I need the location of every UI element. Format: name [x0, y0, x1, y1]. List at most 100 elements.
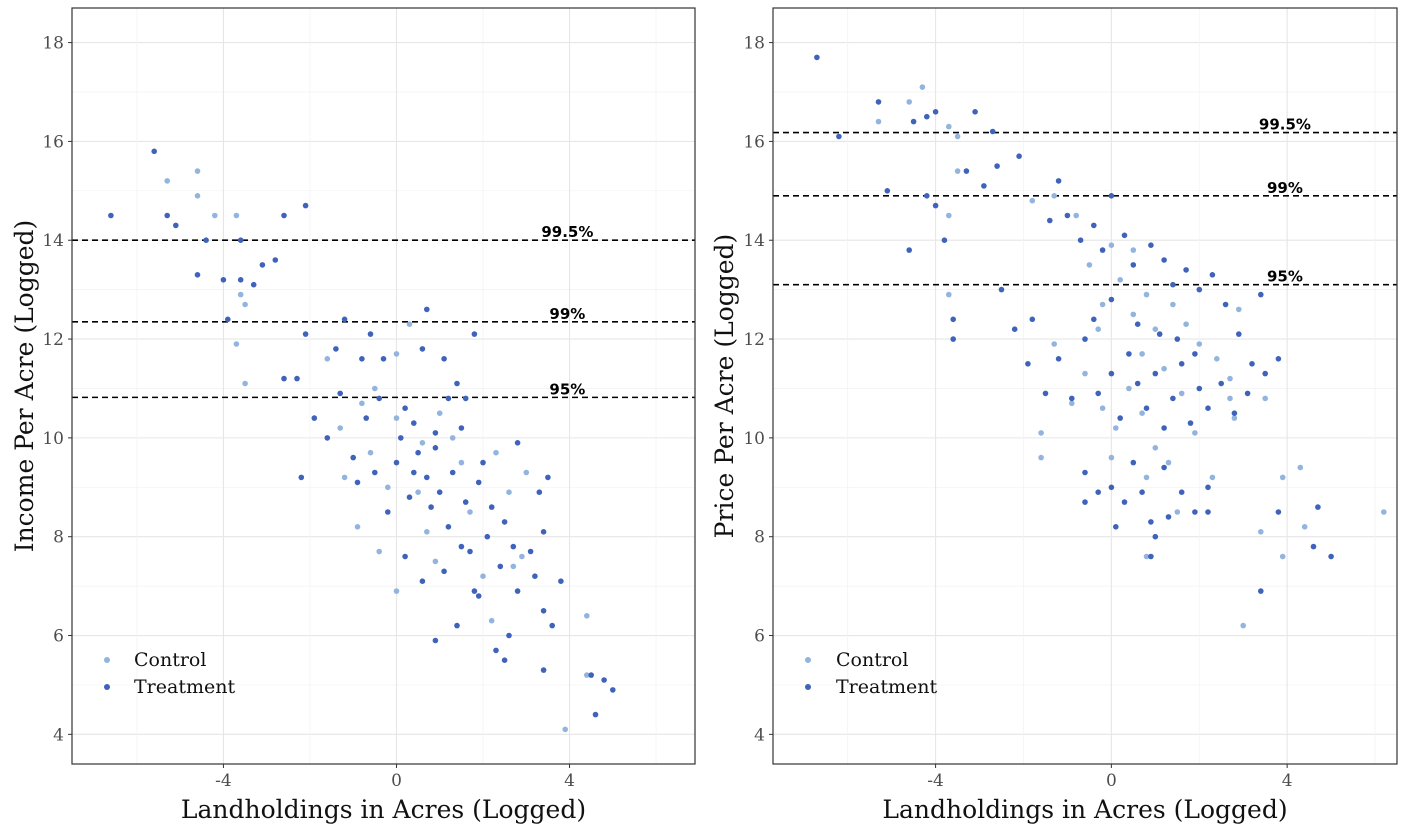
x-tick-label: -4 — [215, 771, 232, 791]
point-treatment — [1275, 356, 1282, 362]
point-control — [432, 558, 439, 565]
point-treatment — [588, 672, 594, 678]
reference-line-label: 95% — [549, 380, 585, 398]
point-treatment — [875, 99, 882, 105]
point-treatment — [924, 193, 930, 199]
point-treatment — [484, 533, 491, 540]
point-treatment — [250, 281, 257, 288]
point-treatment — [527, 548, 534, 555]
point-control — [1130, 311, 1137, 318]
point-treatment — [989, 128, 996, 135]
point-control — [212, 212, 218, 219]
y-tick-label: 14 — [42, 231, 64, 251]
point-treatment — [302, 331, 309, 337]
point-control — [436, 410, 443, 417]
point-treatment — [1152, 370, 1159, 377]
point-control — [1152, 445, 1159, 451]
point-treatment — [1310, 543, 1317, 550]
legend-swatch-control — [805, 657, 811, 663]
point-treatment — [549, 622, 555, 629]
point-control — [1178, 390, 1185, 397]
point-treatment — [1099, 247, 1106, 253]
point-control — [359, 400, 365, 407]
x-tick-label: 4 — [564, 771, 575, 791]
point-control — [367, 449, 374, 456]
point-control — [1099, 301, 1106, 308]
point-treatment — [1143, 405, 1150, 412]
legend-label-treatment: Treatment — [836, 676, 937, 698]
y-tick-label: 10 — [743, 429, 765, 449]
point-treatment — [1170, 281, 1176, 288]
point-treatment — [324, 435, 331, 441]
reference-labels: 99.5% 99% 95% — [541, 223, 593, 398]
point-control — [506, 489, 512, 496]
point-treatment — [1178, 361, 1185, 367]
point-treatment — [1183, 267, 1189, 273]
point-control — [194, 168, 201, 174]
point-treatment — [1108, 296, 1115, 303]
point-treatment — [428, 504, 434, 510]
point-control — [1086, 262, 1093, 268]
point-treatment — [1082, 336, 1088, 342]
legend-swatch-treatment — [104, 684, 110, 690]
point-control — [1082, 370, 1088, 377]
x-tick-label: 4 — [1282, 771, 1293, 791]
point-treatment — [367, 331, 374, 337]
point-treatment — [1108, 193, 1115, 199]
point-treatment — [950, 336, 956, 342]
point-treatment — [445, 395, 452, 402]
point-control — [1161, 365, 1167, 372]
point-treatment — [432, 637, 439, 644]
point-treatment — [1236, 331, 1242, 337]
point-control — [1381, 509, 1387, 515]
point-control — [946, 291, 952, 298]
point-control — [1117, 277, 1123, 283]
point-treatment — [333, 346, 339, 352]
y-tick-label: 18 — [743, 34, 765, 54]
point-treatment — [1130, 459, 1137, 466]
point-treatment — [1209, 272, 1216, 278]
point-treatment — [398, 435, 404, 441]
point-treatment — [458, 543, 465, 550]
point-treatment — [501, 519, 508, 525]
point-control — [393, 415, 400, 421]
point-treatment — [540, 529, 547, 535]
point-treatment — [1148, 242, 1154, 248]
point-treatment — [1165, 514, 1172, 520]
point-treatment — [1315, 504, 1321, 510]
point-treatment — [281, 212, 287, 219]
point-treatment — [1016, 153, 1022, 159]
point-control — [393, 588, 400, 594]
point-treatment — [1205, 509, 1211, 515]
y-tick-label: 12 — [42, 330, 64, 350]
point-treatment — [441, 356, 447, 362]
point-control — [406, 321, 413, 328]
legend-label-control: Control — [134, 649, 206, 671]
point-treatment — [363, 415, 370, 421]
point-treatment — [411, 469, 417, 476]
point-treatment — [1258, 588, 1264, 594]
point-treatment — [1108, 484, 1115, 491]
reference-line-label: 99% — [549, 305, 585, 323]
x-tick-label: -4 — [927, 771, 944, 791]
point-treatment — [419, 578, 426, 584]
point-treatment — [610, 687, 616, 693]
y-tick-label: 4 — [53, 725, 64, 745]
point-treatment — [488, 504, 495, 510]
point-treatment — [1121, 499, 1128, 505]
data-points — [814, 54, 1387, 629]
point-treatment — [1170, 395, 1176, 402]
point-control — [1038, 454, 1044, 461]
point-control — [1170, 301, 1176, 308]
point-control — [946, 123, 952, 130]
point-control — [424, 529, 430, 535]
point-control — [233, 341, 240, 347]
point-treatment — [462, 499, 469, 505]
plot-border — [772, 7, 1398, 765]
point-treatment — [454, 380, 460, 387]
point-control — [584, 672, 590, 678]
point-treatment — [1275, 509, 1282, 515]
point-control — [419, 440, 426, 446]
point-treatment — [432, 445, 439, 451]
